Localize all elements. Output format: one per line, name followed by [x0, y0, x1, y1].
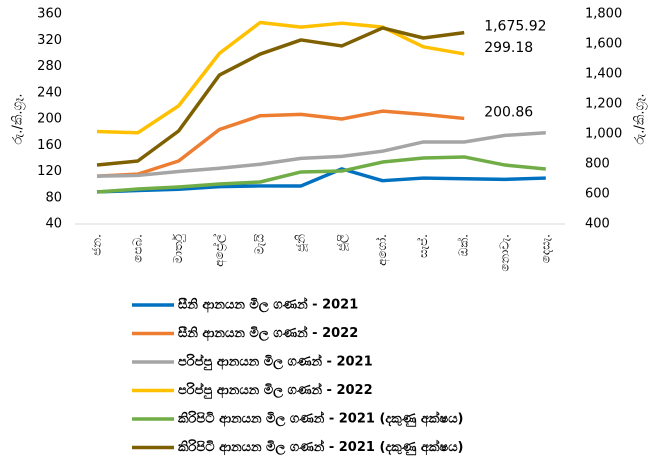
y-axis-label: රු./කි.ග්‍රෑ. [11, 93, 26, 144]
y-tick-label: 320 [37, 33, 62, 48]
x-tick-label: නොවැ. [498, 234, 512, 272]
y2-axis-label: රු./කි.ග්‍රෑ. [633, 93, 648, 144]
x-tick-label: ජන. [90, 234, 104, 256]
x-tick-label: ඔක්. [457, 234, 471, 256]
x-tick-label: අගෝ. [375, 234, 390, 266]
y-tick-label: 280 [37, 59, 62, 74]
y2-tick-label: 1,600 [585, 37, 622, 52]
legend-label: කිරිපිටි ආනයන මිල ගණන් - 2021 (දකුණු අක්… [178, 438, 464, 456]
legend-label: කිරිපිටි ආනයන මිල ගණන් - 2021 (දකුණු අක්… [178, 409, 464, 427]
y-tick-label: 200 [37, 112, 62, 127]
y-tick-label: 360 [37, 7, 62, 22]
x-tick-label: පෙබ. [130, 234, 144, 263]
legend-label: සීනි ආනයන මිල ගණන් - 2021 [178, 295, 358, 313]
legend-label: සීනි ආනයන මිල ගණන් - 2022 [178, 324, 358, 342]
x-tick-label: දෙසැ. [538, 234, 552, 263]
x-tick-label: ජූලි [334, 234, 349, 251]
y2-tick-label: 1,800 [585, 7, 622, 22]
series-line [96, 131, 546, 178]
series-line [96, 167, 546, 194]
series-line [96, 26, 465, 167]
x-tick-label: මැයි [253, 234, 267, 255]
y-tick-label: 160 [37, 138, 62, 153]
y2-tick-label: 600 [585, 187, 610, 202]
series-line [96, 20, 465, 135]
legend-label: පරිප්පු ආනයන මිල ගණන් - 2021 [178, 352, 373, 370]
y2-tick-label: 800 [585, 157, 610, 172]
y-tick-label: 40 [45, 217, 62, 232]
x-tick-label: සැප්. [416, 234, 430, 258]
y2-tick-label: 1,400 [585, 67, 622, 82]
data-label: 1,675.92 [484, 19, 546, 35]
y-tick-label: 80 [45, 190, 62, 205]
y2-tick-label: 1,200 [585, 97, 622, 112]
x-tick-label: ජූනි [294, 234, 309, 252]
series-line [96, 109, 465, 178]
y2-tick-label: 1,000 [585, 127, 622, 142]
x-tick-label: මාර්තු [171, 233, 185, 263]
series-line [96, 155, 546, 194]
legend-label: පරිප්පු ආනයන මිල ගණන් - 2022 [178, 381, 373, 399]
data-label: 200.86 [484, 104, 533, 120]
y-tick-label: 240 [37, 85, 62, 100]
y2-tick-label: 400 [585, 217, 610, 232]
x-tick-label: අප්‍රේල් [212, 234, 227, 267]
y-tick-label: 120 [37, 164, 62, 179]
data-label: 299.18 [484, 40, 533, 56]
